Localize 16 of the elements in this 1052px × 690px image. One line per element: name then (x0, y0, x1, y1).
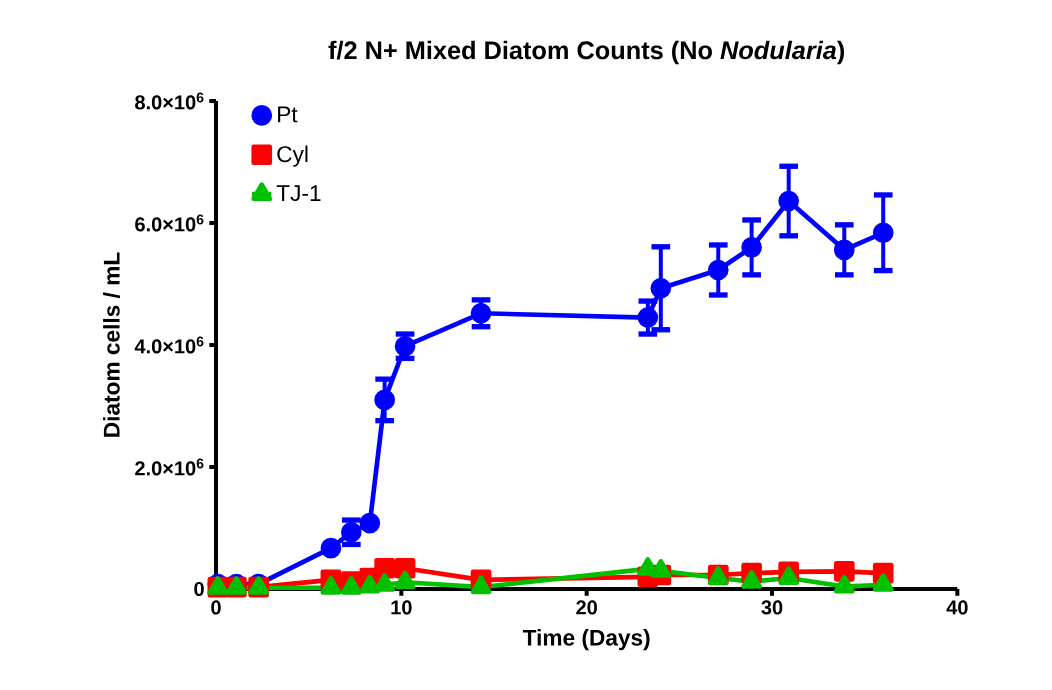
chart-title: f/2 N+ Mixed Diatom Counts (No Nodularia) (328, 40, 845, 65)
x-tick-label: 40 (946, 600, 968, 615)
y-tick-label: 4.0×10$^{6}$ (134, 336, 204, 354)
y-tick-label: 6.0×10$^{6}$ (135, 214, 204, 232)
y-tick-label: 2.0×10$^{6}$ (135, 458, 204, 476)
x-tick-label: 30 (761, 600, 783, 615)
legend-label: Cyl (277, 145, 308, 167)
x-tick-label: 20 (576, 600, 597, 615)
y-tick-label: 8.0×10$^{6}$ (135, 92, 204, 110)
legend-label: TJ-1 (276, 185, 321, 202)
y-tick-label: 0 (194, 581, 204, 597)
legend-label: Pt (278, 106, 298, 123)
x-tick-label: 0 (211, 600, 221, 615)
x-tick-label: 10 (391, 600, 412, 615)
x-axis-title: Time (Days) (522, 629, 650, 651)
y-axis-title: Diatom cells / mL (103, 252, 120, 437)
